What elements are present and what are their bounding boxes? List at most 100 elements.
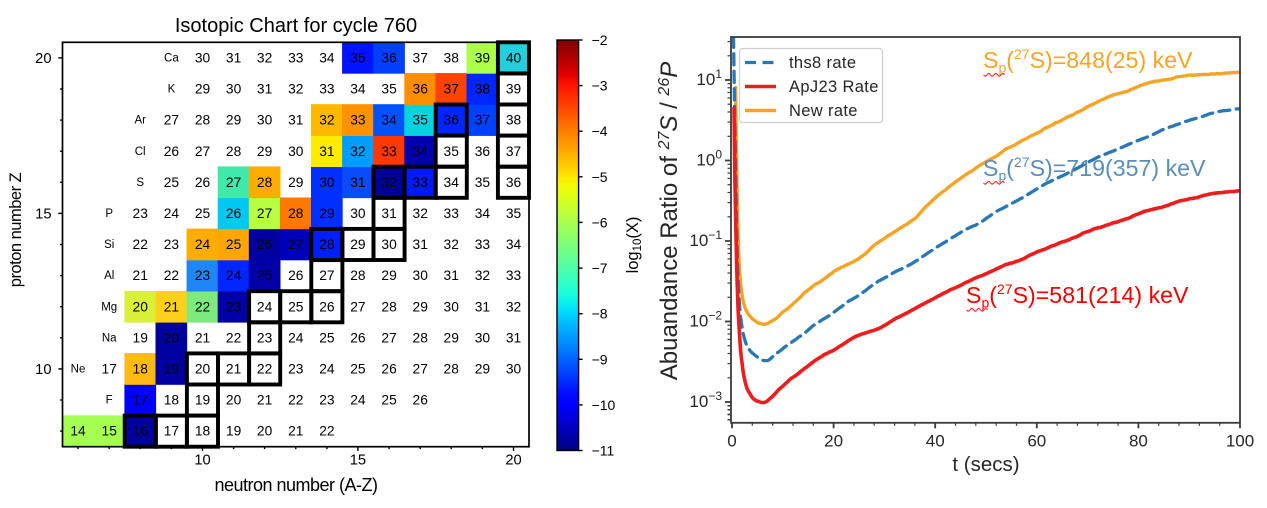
- svg-text:P: P: [105, 208, 113, 220]
- svg-text:35: 35: [350, 51, 366, 66]
- svg-text:36: 36: [475, 144, 491, 159]
- svg-text:proton number Z: proton number Z: [7, 172, 25, 287]
- svg-text:34: 34: [444, 175, 460, 190]
- svg-text:30: 30: [257, 113, 273, 128]
- svg-text:26: 26: [164, 144, 180, 159]
- svg-text:29: 29: [475, 362, 491, 377]
- svg-text:−9: −9: [592, 351, 608, 367]
- svg-text:34: 34: [506, 237, 522, 252]
- svg-text:21: 21: [133, 268, 148, 283]
- svg-text:30: 30: [506, 362, 522, 377]
- svg-text:22: 22: [257, 362, 272, 377]
- svg-text:32: 32: [319, 113, 334, 128]
- svg-text:23: 23: [288, 362, 304, 377]
- svg-text:30: 30: [413, 268, 429, 283]
- svg-text:31: 31: [444, 268, 459, 283]
- svg-text:26: 26: [381, 362, 397, 377]
- svg-text:34: 34: [381, 113, 397, 128]
- svg-text:ApJ23 Rate: ApJ23 Rate: [789, 78, 879, 96]
- svg-text:33: 33: [350, 113, 366, 128]
- svg-text:17: 17: [133, 393, 148, 408]
- svg-text:29: 29: [413, 299, 429, 314]
- svg-text:28: 28: [226, 144, 242, 159]
- svg-text:26: 26: [413, 393, 429, 408]
- svg-text:31: 31: [475, 299, 490, 314]
- svg-text:35: 35: [444, 144, 460, 159]
- svg-text:33: 33: [319, 82, 335, 97]
- svg-text:25: 25: [288, 299, 304, 314]
- svg-text:20: 20: [226, 393, 242, 408]
- svg-text:−8: −8: [592, 306, 608, 322]
- svg-text:23: 23: [164, 237, 180, 252]
- svg-text:−10: −10: [592, 397, 616, 413]
- svg-text:80: 80: [1129, 431, 1148, 450]
- svg-text:19: 19: [226, 424, 242, 439]
- svg-text:28: 28: [288, 206, 304, 221]
- svg-text:27: 27: [257, 206, 272, 221]
- svg-text:32: 32: [475, 268, 490, 283]
- svg-text:34: 34: [475, 206, 491, 221]
- svg-text:33: 33: [413, 175, 429, 190]
- svg-text:38: 38: [444, 51, 460, 66]
- svg-text:35: 35: [475, 175, 491, 190]
- svg-text:32: 32: [381, 175, 396, 190]
- svg-text:36: 36: [413, 82, 429, 97]
- svg-text:24: 24: [288, 330, 304, 345]
- svg-text:24: 24: [350, 393, 366, 408]
- svg-text:36: 36: [506, 175, 522, 190]
- svg-text:28: 28: [195, 113, 211, 128]
- svg-text:log10(X): log10(X): [624, 217, 644, 274]
- svg-text:22: 22: [288, 393, 303, 408]
- svg-text:−11: −11: [592, 443, 615, 459]
- svg-text:18: 18: [133, 362, 149, 377]
- svg-text:21: 21: [226, 362, 241, 377]
- svg-text:21: 21: [257, 393, 272, 408]
- svg-text:30: 30: [350, 206, 366, 221]
- svg-text:29: 29: [226, 113, 242, 128]
- svg-text:28: 28: [444, 362, 460, 377]
- svg-text:36: 36: [381, 51, 397, 66]
- svg-text:K: K: [168, 84, 176, 96]
- svg-text:31: 31: [506, 330, 521, 345]
- svg-text:38: 38: [475, 82, 491, 97]
- svg-text:25: 25: [381, 393, 397, 408]
- svg-text:22: 22: [133, 237, 148, 252]
- svg-text:31: 31: [288, 113, 303, 128]
- svg-text:29: 29: [381, 268, 397, 283]
- svg-text:35: 35: [381, 82, 397, 97]
- svg-text:28: 28: [350, 268, 366, 283]
- svg-text:31: 31: [257, 82, 272, 97]
- svg-text:29: 29: [288, 175, 304, 190]
- svg-text:29: 29: [444, 330, 460, 345]
- svg-text:Cl: Cl: [135, 146, 146, 158]
- svg-text:Sp(27S)=848(25) keV: Sp(27S)=848(25) keV: [983, 46, 1193, 75]
- svg-text:29: 29: [257, 144, 273, 159]
- svg-text:18: 18: [164, 393, 180, 408]
- svg-text:14: 14: [70, 424, 86, 439]
- svg-text:0: 0: [727, 431, 736, 450]
- svg-text:24: 24: [226, 268, 242, 283]
- svg-text:23: 23: [319, 393, 335, 408]
- svg-text:32: 32: [444, 237, 459, 252]
- svg-text:Ca: Ca: [164, 53, 179, 65]
- svg-text:21: 21: [195, 330, 210, 345]
- svg-text:20: 20: [505, 453, 521, 469]
- svg-text:28: 28: [319, 237, 335, 252]
- svg-text:30: 30: [444, 299, 460, 314]
- svg-text:15: 15: [35, 206, 51, 222]
- svg-text:15: 15: [350, 453, 366, 469]
- svg-text:24: 24: [195, 237, 211, 252]
- svg-text:21: 21: [164, 299, 179, 314]
- svg-text:Mg: Mg: [101, 301, 117, 313]
- svg-text:34: 34: [319, 51, 335, 66]
- svg-text:S: S: [136, 177, 144, 189]
- svg-text:17: 17: [164, 424, 179, 439]
- svg-text:31: 31: [413, 237, 428, 252]
- svg-text:60: 60: [1027, 431, 1046, 450]
- svg-text:21: 21: [288, 424, 303, 439]
- svg-text:30: 30: [381, 237, 397, 252]
- svg-text:24: 24: [319, 362, 335, 377]
- svg-text:27: 27: [381, 330, 396, 345]
- svg-text:25: 25: [319, 330, 335, 345]
- svg-text:−7: −7: [592, 260, 608, 276]
